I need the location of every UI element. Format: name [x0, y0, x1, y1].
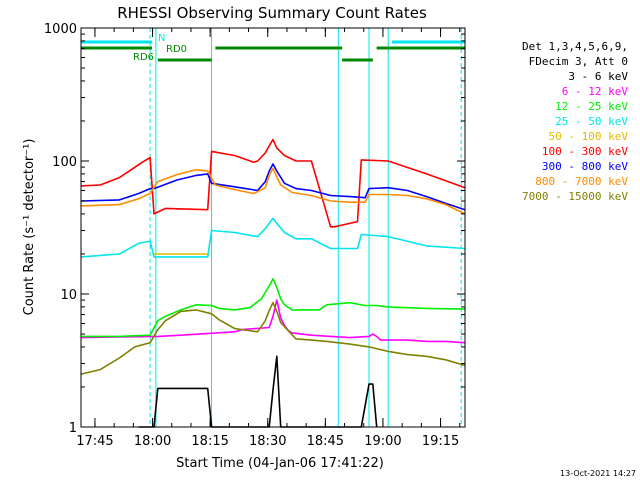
y-axis: 1 10 100 1000 — [44, 22, 465, 436]
plot-frame — [80, 27, 466, 428]
legend-entry-7: 800 - 7000 keV — [535, 175, 628, 188]
legend-entry-6: 300 - 800 keV — [542, 160, 628, 173]
x-tick-label-5: 19:00 — [364, 434, 401, 449]
legend-entry-8: 7000 - 15000 keV — [522, 190, 628, 203]
series-line-5 — [80, 138, 466, 228]
legend-entry-5: 100 - 300 keV — [542, 145, 628, 158]
x-tick-label-0: 17:45 — [76, 434, 113, 449]
legend-header-0: Det 1,3,4,5,6,9, — [522, 40, 628, 53]
series-line-1 — [80, 299, 466, 344]
flag-label-n: N — [158, 33, 165, 44]
legend-entry-1: 6 - 12 keV — [562, 85, 629, 98]
series-line-8 — [80, 301, 466, 375]
y-tick-label-3: 1000 — [44, 22, 77, 37]
data-series — [80, 138, 466, 428]
series-line-6 — [80, 163, 466, 211]
x-tick-label-2: 18:15 — [191, 434, 228, 449]
y-tick-label-0: 1 — [69, 421, 77, 436]
x-tick-label-6: 19:15 — [422, 434, 459, 449]
flag-label-rd0: RD0 — [166, 44, 187, 55]
chart-title: RHESSI Observing Summary Count Rates — [117, 4, 427, 22]
series-line-7 — [80, 167, 466, 215]
legend-entry-2: 12 - 25 keV — [555, 100, 628, 113]
vertical-markers — [80, 28, 462, 427]
series-line-2 — [81, 277, 466, 338]
flag-label-rd6: RD6 — [133, 52, 154, 63]
x-axis: 17:45 18:00 18:15 18:30 18:45 19:00 19:15 — [76, 28, 461, 449]
legend-entry-4: 50 - 100 keV — [549, 130, 629, 143]
series-line-0 — [138, 355, 378, 428]
x-tick-label-1: 18:00 — [134, 434, 171, 449]
legend-header-1: FDecim 3, Att 0 — [529, 55, 628, 68]
legend: Det 1,3,4,5,6,9, FDecim 3, Att 0 3 - 6 keV… — [522, 40, 628, 203]
legend-entry-3: 25 - 50 keV — [555, 115, 628, 128]
legend-entry-0: 3 - 6 keV — [568, 70, 628, 83]
series-line-3 — [80, 217, 466, 258]
footer-timestamp: 13-Oct-2021 14:27 — [560, 469, 636, 478]
y-tick-label-1: 10 — [60, 288, 77, 303]
y-tick-label-2: 100 — [52, 155, 77, 170]
x-tick-label-3: 18:30 — [249, 434, 286, 449]
x-tick-label-4: 18:45 — [307, 434, 344, 449]
x-axis-label: Start Time (04-Jan-06 17:41:22) — [176, 456, 384, 471]
y-axis-label: Count Rate (s⁻¹ detector⁻¹) — [22, 139, 37, 316]
